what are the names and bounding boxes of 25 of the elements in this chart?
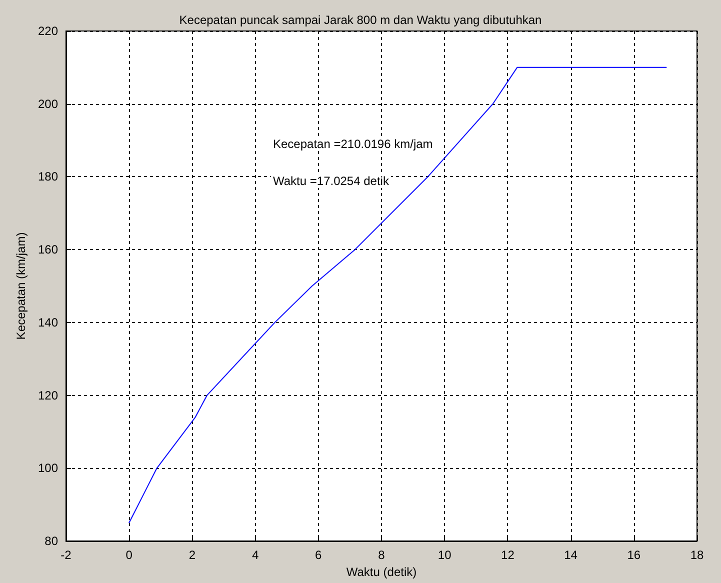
x-tick-label: 2: [188, 548, 196, 562]
y-tick-label: 220: [38, 24, 58, 38]
x-tick-label: -2: [60, 548, 72, 562]
x-tick-label: 8: [378, 548, 386, 562]
x-tick-label: 10: [438, 548, 452, 562]
annotation: Kecepatan =210.0196 km/jam: [273, 137, 433, 151]
x-tick-label: 6: [315, 548, 322, 562]
y-tick-label: 180: [38, 170, 58, 184]
x-axis-title: Waktu (detik): [346, 564, 417, 579]
x-tick-label: 12: [501, 548, 515, 562]
y-axis-title: Kecepatan (km/jam): [14, 232, 28, 340]
y-tick-label: 200: [38, 96, 58, 111]
y-tick-label: 100: [38, 461, 58, 476]
x-tick-label: 0: [126, 548, 133, 562]
x-tick-label: 14: [564, 548, 578, 562]
x-tick-label: 18: [690, 548, 704, 562]
line-series: [128, 66, 667, 524]
y-tick-label: 140: [38, 315, 58, 330]
chart-title: Kecepatan puncak sampai Jarak 800 m dan Waktu yang dibutuhkan: [179, 13, 542, 27]
y-tick-label: 80: [44, 534, 58, 548]
annotation: Waktu =17.0254 detik: [273, 174, 390, 188]
y-tick-label: 160: [38, 242, 58, 257]
x-tick-label: 16: [627, 548, 641, 562]
x-tick-label: 4: [252, 548, 259, 562]
y-tick-label: 120: [38, 388, 58, 402]
